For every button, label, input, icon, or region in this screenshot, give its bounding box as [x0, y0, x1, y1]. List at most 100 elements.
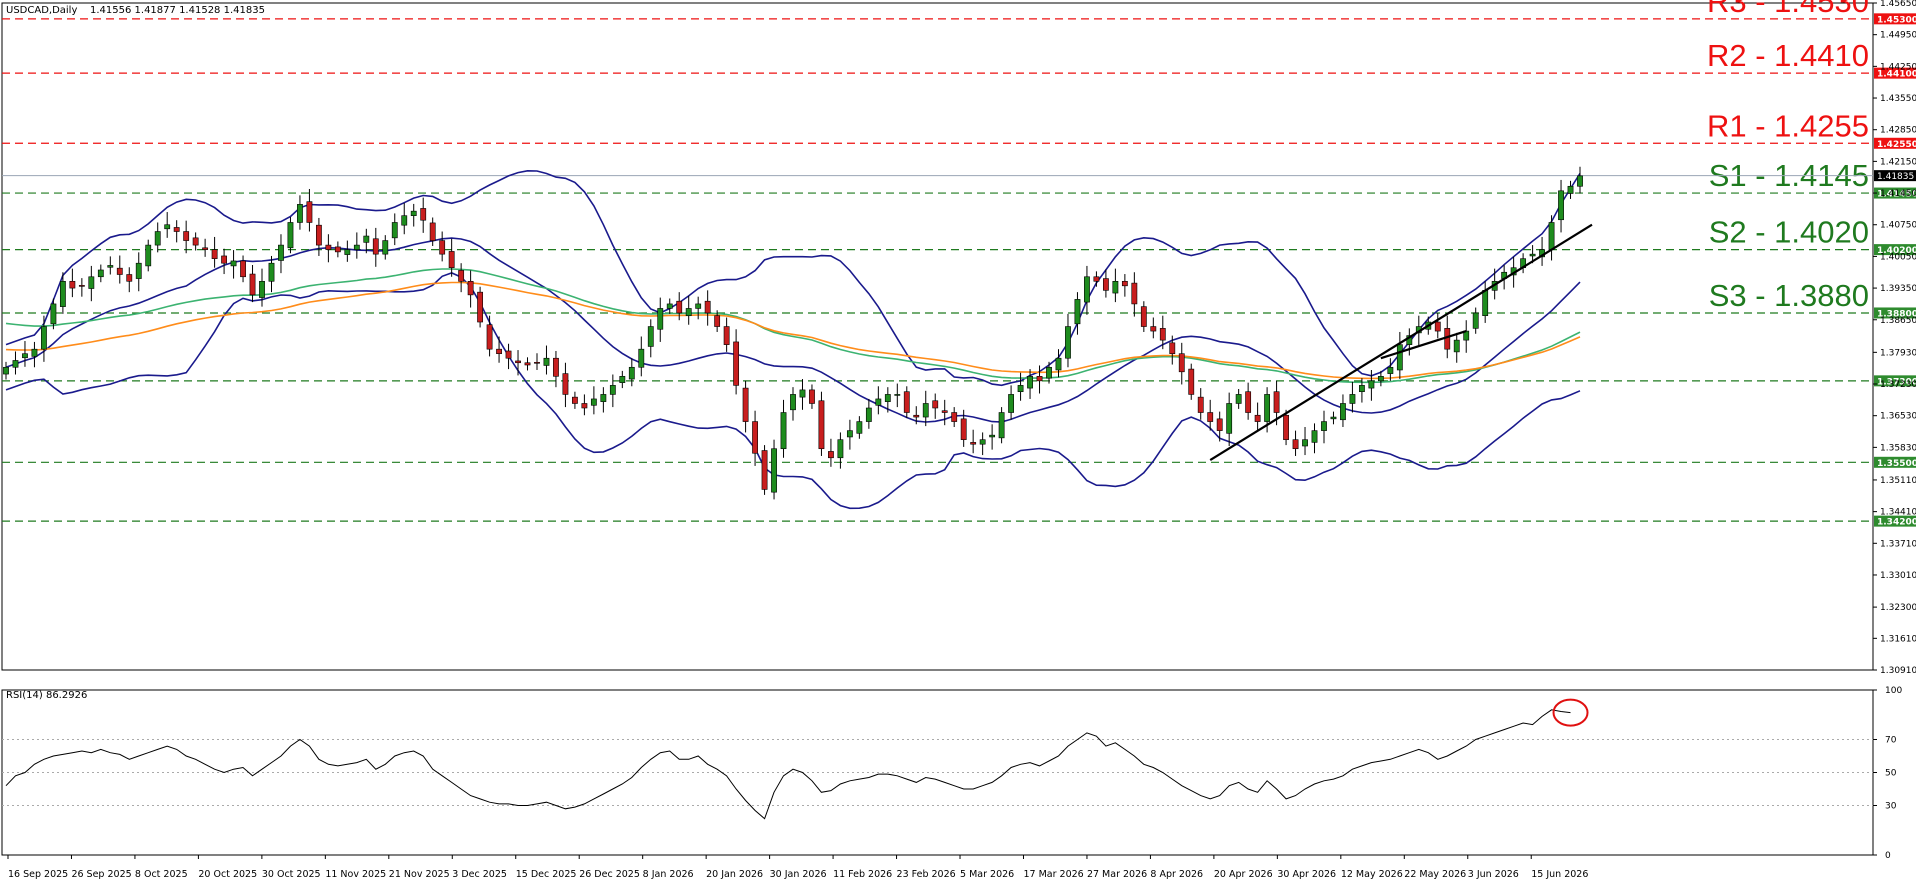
candle-body	[846, 430, 853, 438]
date-tick-label: 11 Feb 2026	[833, 869, 892, 880]
date-tick-label: 20 Jan 2026	[706, 869, 763, 880]
candle-body	[941, 410, 948, 413]
candle-body	[1084, 276, 1090, 303]
candle-body	[259, 280, 265, 298]
rsi-line	[5, 709, 1571, 820]
candle-body	[922, 403, 929, 418]
candle-body	[126, 274, 133, 282]
candle-body	[1273, 391, 1280, 413]
price-tick-label: 1.43550	[1880, 94, 1916, 104]
price-tick-label: 1.44250	[1880, 62, 1916, 72]
price-panel-frame	[1, 2, 1874, 671]
candle-body	[1292, 439, 1299, 450]
candle-body	[856, 421, 863, 434]
candle-body	[1188, 368, 1195, 395]
level-price-tag-label: 1.34200	[1877, 518, 1916, 528]
price-tick-label: 1.40050	[1880, 252, 1916, 262]
level-label-r1: R1 - 1.4255	[1707, 108, 1869, 143]
level-label-s2: S2 - 1.4020	[1709, 215, 1869, 250]
candle-body	[334, 246, 341, 253]
candle-body	[97, 269, 104, 278]
rsi-overbought-circle	[1552, 698, 1589, 727]
candle-body	[496, 348, 502, 354]
rsi-panel: 100 70 50 30 0	[1, 686, 1902, 861]
candle-body	[894, 394, 901, 396]
candle-body	[581, 403, 588, 409]
candle-body	[221, 255, 227, 264]
candle-body	[685, 308, 692, 316]
level-price-tag	[1874, 137, 1916, 149]
candle-body	[752, 421, 758, 454]
candle-body	[1264, 394, 1271, 422]
candle-body	[1302, 439, 1308, 447]
date-tick-label: 12 May 2026	[1341, 869, 1403, 880]
candle-body	[505, 350, 512, 359]
price-tick-label: 1.45650	[1880, 0, 1916, 9]
bollinger-bands	[5, 169, 1581, 510]
candle-body	[903, 391, 910, 413]
level-price-tag-label: 1.38800	[1877, 309, 1916, 319]
bollinger-middle-band	[5, 237, 1581, 423]
candle-body	[1046, 366, 1052, 379]
candle-body	[1140, 306, 1147, 327]
date-tick-label: 3 Jun 2026	[1468, 869, 1519, 880]
candle-body	[534, 361, 540, 364]
candlestick-series	[3, 166, 1583, 500]
candle-body	[1065, 326, 1071, 359]
candle-body	[875, 398, 882, 406]
candle-body	[315, 224, 322, 246]
candle-body	[297, 204, 303, 223]
candle-body	[1434, 321, 1441, 332]
bollinger-upper-band	[5, 169, 1581, 387]
candle-body	[1055, 357, 1062, 371]
candle-body	[809, 389, 815, 404]
candle-body	[647, 326, 654, 347]
candle-body	[50, 303, 57, 325]
candle-body	[733, 341, 740, 386]
candle-body	[1577, 175, 1583, 187]
candle-body	[619, 376, 626, 383]
date-tick-label: 22 May 2026	[1404, 869, 1466, 880]
candle-body	[31, 348, 38, 357]
price-tick-label: 1.42150	[1880, 157, 1916, 167]
candle-body	[439, 240, 446, 255]
candle-body	[202, 247, 209, 250]
candle-body	[458, 270, 465, 282]
candle-body	[1027, 376, 1033, 389]
candle-body	[960, 418, 967, 440]
candle-body	[970, 442, 977, 445]
candle-body	[391, 222, 398, 239]
date-tick-label: 11 Nov 2025	[325, 869, 386, 880]
candle-body	[1548, 222, 1555, 250]
candle-body	[1453, 339, 1460, 353]
price-tick-label: 1.40750	[1880, 221, 1916, 231]
level-price-tag	[1874, 67, 1916, 79]
candle-body	[1368, 380, 1375, 389]
candle-body	[1121, 280, 1128, 287]
candle-body	[998, 412, 1005, 439]
date-tick-label: 5 Mar 2026	[960, 869, 1014, 880]
candle-body	[1283, 414, 1289, 440]
candle-body	[3, 366, 9, 375]
candle-body	[1226, 403, 1233, 434]
candle-body	[1008, 394, 1014, 413]
chart-header-symbol: USDCAD,Daily	[6, 5, 77, 16]
candle-body	[59, 280, 66, 307]
candle-body	[1102, 278, 1109, 291]
date-tick-label: 30 Jan 2026	[770, 869, 827, 880]
candle-body	[1567, 185, 1574, 194]
date-tick-label: 30 Apr 2026	[1277, 869, 1336, 880]
candle-body	[1340, 403, 1346, 421]
candle-body	[562, 373, 569, 395]
candle-body	[363, 235, 370, 243]
level-price-tag-label: 1.44100	[1877, 70, 1916, 80]
candle-body	[553, 357, 559, 377]
price-tick-label: 1.42850	[1880, 126, 1916, 136]
candle-body	[714, 315, 721, 327]
candle-body	[1093, 276, 1100, 282]
candle-body	[183, 231, 190, 241]
candle-body	[372, 238, 379, 255]
candle-body	[1197, 396, 1204, 413]
price-tick-label: 1.37930	[1880, 348, 1916, 358]
candle-body	[145, 244, 152, 267]
